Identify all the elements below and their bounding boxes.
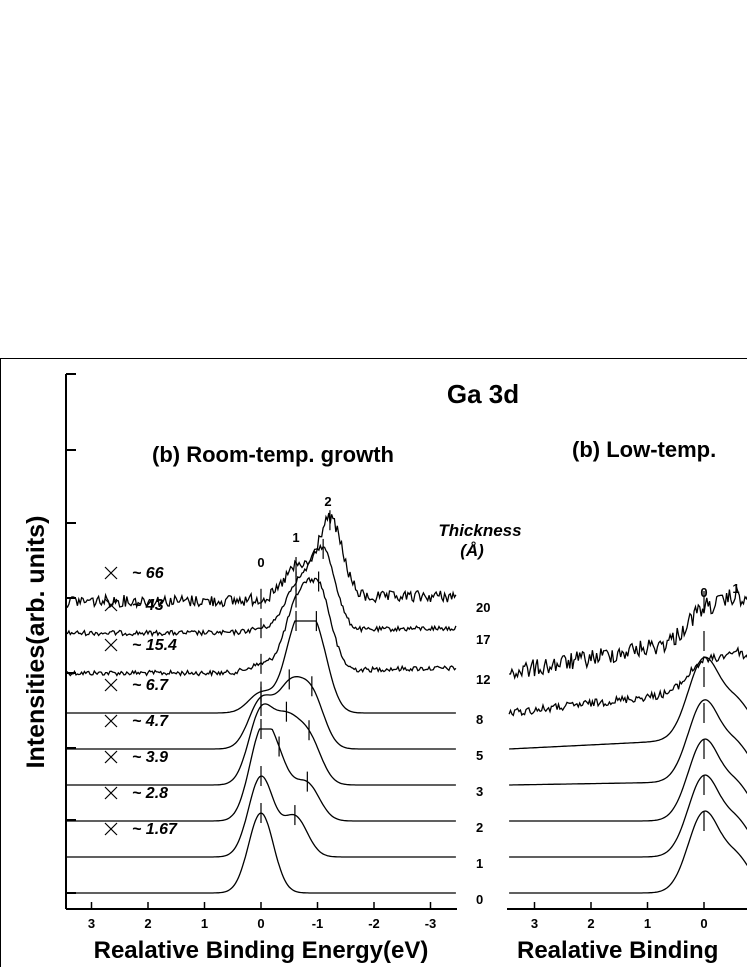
left-x-tick-label-5: -2	[368, 916, 380, 931]
right-peak-label-1: 1	[732, 581, 739, 596]
right-trace-2	[509, 738, 747, 822]
thickness-label-17: 17	[476, 632, 490, 647]
peak-label-1: 1	[292, 530, 299, 545]
ratio-cross-icon	[104, 786, 118, 800]
peak-label-2: 2	[324, 494, 331, 509]
left-panel: (b) Room-temp. growth 3 2 1 0 -1 -2 -3 0 1 ~ 1.6…	[22, 373, 522, 964]
right-x-tick-label-2: 1	[644, 916, 651, 931]
ratio-cross-icon	[104, 750, 118, 764]
right-x-tick-label-1: 2	[587, 916, 594, 931]
right-trace-4	[509, 656, 747, 750]
left-panel-title: (b) Room-temp. growth	[152, 442, 394, 467]
ratio-cross-icon	[104, 678, 118, 692]
left-x-axis-label: Realative Binding Energy(eV)	[94, 937, 429, 964]
ratio-cross-icon	[104, 598, 118, 612]
right-x-axis-label: Realative Binding	[517, 937, 718, 964]
right-x-tick-label-0: 3	[531, 916, 538, 931]
right-x-ticks: 3 2 1 0	[531, 902, 708, 931]
ratio-label-20: ~ 66	[132, 565, 164, 582]
y-axis-label: Intensities(arb. units)	[22, 516, 50, 769]
ratio-cross-icon	[104, 638, 118, 652]
ratio-cross-icon	[104, 714, 118, 728]
peak-label-0: 0	[257, 555, 264, 570]
right-trace-3	[509, 699, 747, 786]
thickness-unit: (Å)	[460, 541, 484, 560]
thickness-label-2: 2	[476, 820, 483, 835]
right-trace-6	[509, 587, 747, 680]
right-peak-label-0: 0	[700, 585, 707, 600]
thickness-header: Thickness	[438, 521, 521, 540]
thickness-label-3: 3	[476, 784, 483, 799]
ratio-label-17: ~ 43	[132, 597, 164, 614]
ratio-cross-icon	[104, 566, 118, 580]
thickness-label-12: 12	[476, 672, 490, 687]
left-traces	[65, 510, 457, 894]
ratio-label-2: ~ 2.8	[132, 785, 168, 802]
ratio-cross-icon	[104, 822, 118, 836]
left-x-tick-label-2: 1	[201, 916, 208, 931]
right-trace-0	[509, 810, 747, 894]
left-x-tick-label-0: 3	[88, 916, 95, 931]
thickness-label-20: 20	[476, 600, 490, 615]
thickness-label-5: 5	[476, 748, 483, 763]
ratio-label-3: ~ 3.9	[132, 749, 168, 766]
right-panel-title: (b) Low-temp.	[572, 437, 716, 462]
left-x-tick-label-1: 2	[144, 916, 151, 931]
left-series-labels: 01~ 1.67 2~ 2.8 3~ 3.9 5~ 4.7 8~ 6.7 12~ 15.4…	[104, 494, 490, 907]
ratio-label-1: ~ 1.67	[132, 821, 178, 838]
right-trace-1	[509, 774, 747, 858]
thickness-label-8: 8	[476, 712, 483, 727]
left-x-tick-label-4: -1	[312, 916, 324, 931]
right-trace-5	[508, 646, 747, 717]
figure-title: Ga 3d	[447, 379, 519, 409]
left-x-tick-label-3: 0	[257, 916, 264, 931]
thickness-label-1: 1	[476, 856, 483, 871]
ratio-label-8: ~ 6.7	[132, 677, 169, 694]
right-x-tick-label-3: 0	[700, 916, 707, 931]
thickness-label-0: 0	[476, 892, 483, 907]
figure-frame	[0, 358, 747, 967]
ratio-label-12: ~ 15.4	[132, 637, 177, 654]
left-x-tick-label-6: -3	[425, 916, 437, 931]
trace-thickness-0	[66, 812, 456, 894]
ratio-label-5: ~ 4.7	[132, 713, 169, 730]
left-x-ticks: 3 2 1 0 -1 -2 -3	[88, 902, 436, 931]
